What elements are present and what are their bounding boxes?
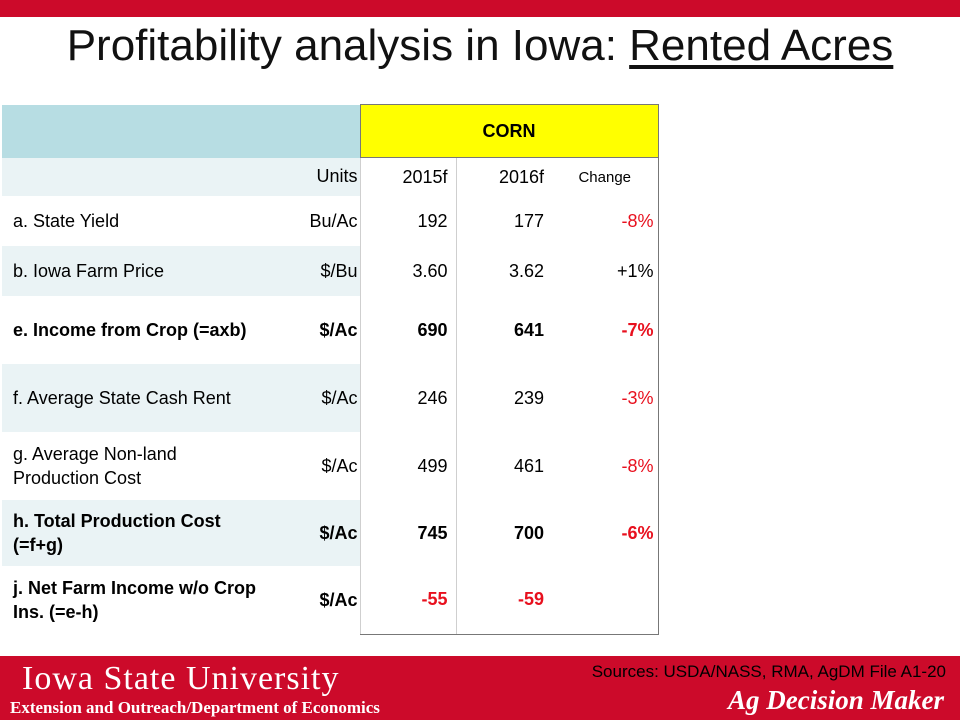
units-column-header: Units	[270, 157, 360, 196]
row-value-2016: 700	[455, 500, 552, 566]
row-units: $/Ac	[270, 432, 360, 500]
row-value-2016: 3.62	[455, 246, 552, 296]
row-label: g. Average Non-land Production Cost	[2, 432, 270, 500]
corn-header: CORN	[359, 104, 659, 158]
title-underlined: Rented Acres	[629, 21, 894, 70]
row-value-2015: 192	[359, 196, 456, 246]
row-value-2016: -59	[455, 566, 552, 635]
row-units: $/Ac	[270, 364, 360, 432]
row-value-2016: 239	[455, 364, 552, 432]
table-row: h. Total Production Cost (=f+g) $/Ac 745…	[2, 500, 659, 566]
table-row: e. Income from Crop (=axb) $/Ac 690 641 …	[2, 296, 659, 364]
row-change: -8%	[552, 432, 659, 500]
row-value-2016: 461	[455, 432, 552, 500]
row-label: j. Net Farm Income w/o Crop Ins. (=e-h)	[2, 566, 270, 634]
row-label: h. Total Production Cost (=f+g)	[2, 500, 270, 566]
row-value-2015: 499	[359, 432, 456, 500]
row-value-2015: 745	[359, 500, 456, 566]
row-value-2016: 641	[455, 296, 552, 364]
row-label: b. Iowa Farm Price	[2, 246, 270, 296]
row-value-2016: 177	[455, 196, 552, 246]
change-column-header: Change	[552, 157, 659, 196]
row-label: f. Average State Cash Rent	[2, 364, 270, 432]
row-label: e. Income from Crop (=axb)	[2, 296, 270, 364]
table-row: b. Iowa Farm Price $/Bu 3.60 3.62 +1%	[2, 246, 659, 296]
row-change: -7%	[552, 296, 659, 364]
profitability-table: CORN Units 2015f 2016f Change a. State Y…	[2, 104, 659, 635]
row-units: $/Ac	[270, 500, 360, 566]
footer-bar: Iowa State University Extension and Outr…	[0, 656, 960, 720]
row-units: $/Bu	[270, 246, 360, 296]
row-value-2015: -55	[359, 566, 456, 635]
row-units: $/Ac	[270, 566, 360, 634]
university-wordmark: Iowa State University	[22, 660, 340, 697]
table-row: j. Net Farm Income w/o Crop Ins. (=e-h) …	[2, 566, 659, 635]
year-2015-column-header: 2015f	[359, 157, 456, 196]
row-change: -8%	[552, 196, 659, 246]
row-value-2015: 246	[359, 364, 456, 432]
row-change: -3%	[552, 364, 659, 432]
top-accent-bar	[0, 0, 960, 17]
table-row: a. State Yield Bu/Ac 192 177 -8%	[2, 196, 659, 246]
column-header-blank	[2, 157, 270, 196]
header-blank-cell	[2, 104, 360, 158]
row-units: $/Ac	[270, 296, 360, 364]
row-units: Bu/Ac	[270, 196, 360, 246]
row-change: +1%	[552, 246, 659, 296]
year-2016-column-header: 2016f	[455, 157, 552, 196]
row-change	[552, 566, 659, 635]
table-row: g. Average Non-land Production Cost $/Ac…	[2, 432, 659, 500]
row-label: a. State Yield	[2, 196, 270, 246]
title-prefix: Profitability analysis in Iowa:	[66, 21, 630, 70]
sources-text: Sources: USDA/NASS, RMA, AgDM File A1-20	[591, 662, 946, 681]
row-value-2015: 3.60	[359, 246, 456, 296]
department-text: Extension and Outreach/Department of Eco…	[10, 698, 380, 717]
group-header-row: CORN	[2, 104, 659, 158]
row-value-2015: 690	[359, 296, 456, 364]
ag-decision-maker-logo: Ag Decision Maker	[728, 685, 944, 715]
table-row: f. Average State Cash Rent $/Ac 246 239 …	[2, 364, 659, 432]
column-header-row: Units 2015f 2016f Change	[2, 157, 659, 196]
row-change: -6%	[552, 500, 659, 566]
slide-title: Profitability analysis in Iowa: Rented A…	[0, 20, 960, 72]
